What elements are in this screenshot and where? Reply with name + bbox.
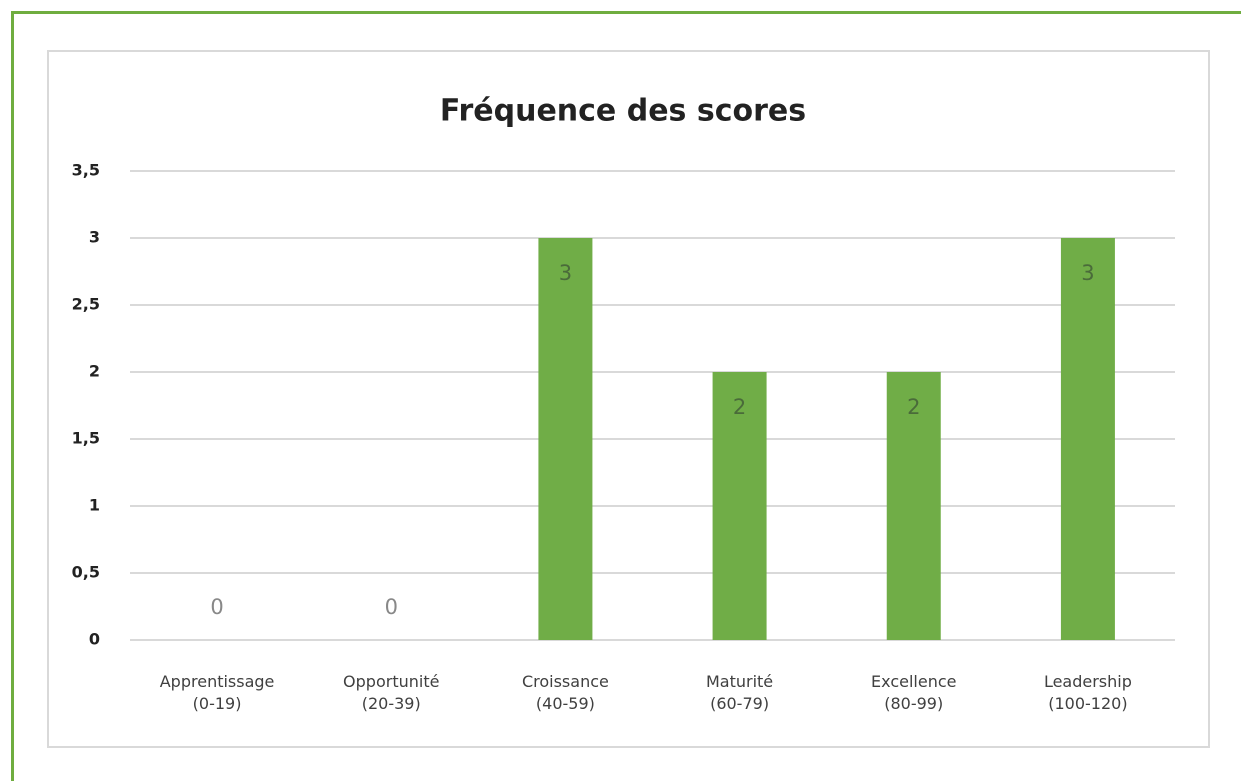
y-tick-label: 2 [89, 362, 100, 381]
y-tick-label: 1 [89, 496, 100, 515]
y-tick-label: 0 [89, 630, 100, 649]
x-tick-label: Opportunité (20-39) [343, 672, 440, 713]
chart-title: Fréquence des scores [440, 94, 806, 129]
frame [11, 11, 1241, 781]
x-tick-label: Maturité (60-79) [705, 672, 774, 713]
y-tick-label: 3,5 [72, 161, 100, 180]
y-tick-label: 1,5 [72, 429, 100, 448]
x-tick-label: Leadership (100-120) [1043, 672, 1132, 713]
y-tick-label: 2,5 [72, 295, 100, 314]
bar [886, 372, 941, 640]
y-tick-label: 0,5 [72, 563, 100, 582]
y-tick-label: 3 [89, 228, 100, 247]
chart-panel [47, 50, 1210, 748]
data-label: 2 [733, 395, 746, 419]
data-label: 2 [907, 395, 920, 419]
data-label: 3 [559, 261, 572, 285]
x-tick-label: Excellence (80-99) [871, 672, 957, 713]
data-label: 0 [385, 595, 398, 619]
x-tick-label: Apprentissage (0-19) [159, 672, 275, 713]
bar [712, 372, 767, 640]
data-label: 3 [1081, 261, 1094, 285]
x-tick-label: Croissance (40-59) [521, 672, 609, 713]
bar [1060, 238, 1115, 640]
bar [538, 238, 593, 640]
data-label: 0 [210, 595, 223, 619]
